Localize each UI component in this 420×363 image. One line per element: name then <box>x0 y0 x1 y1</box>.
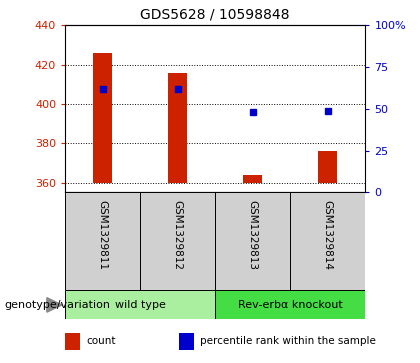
Text: percentile rank within the sample: percentile rank within the sample <box>200 337 376 346</box>
Text: wild type: wild type <box>115 300 165 310</box>
Bar <box>318 151 337 183</box>
Bar <box>168 73 187 183</box>
Bar <box>215 290 365 319</box>
Text: GSM1329814: GSM1329814 <box>323 200 333 270</box>
Bar <box>215 192 290 290</box>
Bar <box>290 192 365 290</box>
Title: GDS5628 / 10598848: GDS5628 / 10598848 <box>141 8 290 21</box>
Bar <box>244 175 262 183</box>
Bar <box>65 333 80 350</box>
Polygon shape <box>47 298 62 312</box>
Text: GSM1329813: GSM1329813 <box>248 200 258 270</box>
Bar <box>179 333 194 350</box>
Text: GSM1329811: GSM1329811 <box>97 200 108 270</box>
Bar <box>93 53 112 183</box>
Bar <box>140 192 215 290</box>
Text: count: count <box>86 337 116 346</box>
Bar <box>65 290 215 319</box>
Text: GSM1329812: GSM1329812 <box>173 200 183 270</box>
Bar <box>65 192 140 290</box>
Text: Rev-erbα knockout: Rev-erbα knockout <box>238 300 343 310</box>
Text: genotype/variation: genotype/variation <box>4 300 110 310</box>
